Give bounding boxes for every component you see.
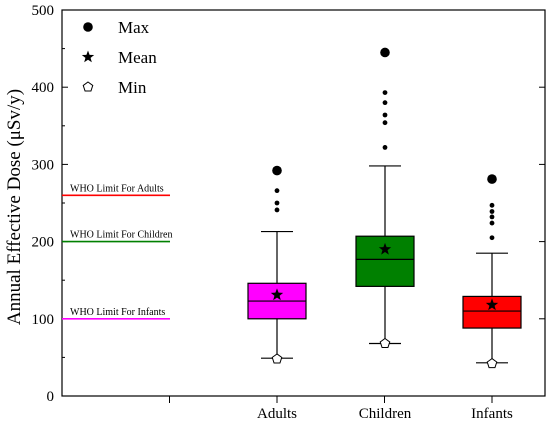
max-marker [487, 174, 497, 184]
legend-label: Mean [118, 48, 157, 67]
min-marker [379, 337, 391, 349]
outlier-point [489, 220, 495, 226]
legend-mean-marker [81, 50, 95, 63]
box-group [462, 174, 522, 369]
y-tick-label: 100 [32, 312, 55, 328]
outlier-point [274, 207, 280, 213]
y-tick-label: 300 [32, 157, 55, 173]
legend-max-marker [83, 22, 93, 32]
outlier-point [382, 120, 388, 126]
outlier-point [489, 214, 495, 220]
x-tick-label: Infants [471, 406, 513, 422]
outlier-point [382, 145, 388, 150]
y-tick-label: 0 [47, 389, 55, 405]
outlier-point [489, 209, 495, 214]
mean-marker [485, 298, 499, 311]
legend-label: Min [118, 78, 147, 97]
min-marker [271, 353, 283, 364]
reference-line-label: WHO Limit For Infants [70, 307, 165, 318]
outlier-point [489, 202, 495, 208]
y-tick-label: 500 [32, 3, 55, 19]
y-axis-label: Annual Effective Dose (μSv/y) [4, 89, 25, 325]
box-group [355, 47, 415, 349]
y-tick-label: 200 [32, 235, 55, 251]
outlier-point [274, 188, 280, 194]
min-marker [486, 357, 498, 369]
box-group [247, 165, 307, 364]
mean-marker [270, 288, 284, 301]
mean-marker [378, 242, 392, 255]
outlier-point [382, 90, 388, 96]
plot-frame [61, 9, 546, 397]
x-tick-label: Children [359, 406, 412, 422]
legend-min-marker [82, 81, 94, 92]
outlier-point [382, 112, 388, 118]
legend-label: Max [118, 18, 150, 37]
outlier-point [274, 200, 280, 206]
max-marker [272, 165, 282, 176]
max-marker [380, 47, 390, 58]
reference-line-label: WHO Limit For Adults [70, 183, 164, 194]
y-tick-label: 400 [32, 80, 55, 96]
outlier-point [489, 235, 495, 241]
x-tick-label: Adults [257, 406, 297, 422]
outlier-point [382, 100, 388, 106]
reference-line-label: WHO Limit For Children [70, 230, 173, 241]
